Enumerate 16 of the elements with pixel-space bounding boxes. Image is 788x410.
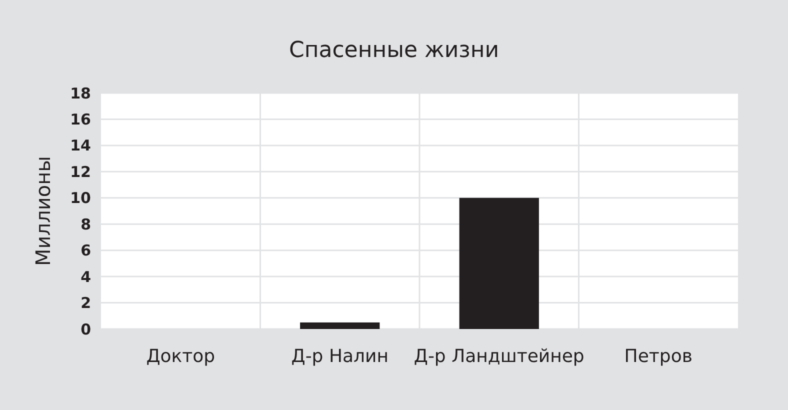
x-tick-label: Петров: [624, 346, 692, 367]
chart-title: Спасенные жизни: [288, 38, 500, 63]
y-tick-label: 6: [80, 242, 91, 260]
y-tick-label: 14: [70, 136, 91, 155]
x-tick-label: Д-р Ландштейнер: [414, 346, 584, 367]
y-tick-label: 0: [80, 320, 91, 338]
y-tick-label: 10: [70, 189, 91, 208]
x-tick-label: Доктор: [146, 346, 216, 367]
y-axis-title: Миллионы: [31, 156, 55, 266]
y-tick-label: 8: [80, 215, 91, 234]
y-tick-label: 2: [80, 294, 91, 312]
y-tick-label: 18: [70, 84, 91, 102]
y-tick-label: 4: [80, 268, 91, 286]
y-tick-label: 12: [70, 162, 91, 181]
x-tick-label: Д-р Налин: [291, 346, 388, 367]
y-tick-label: 16: [70, 110, 91, 128]
